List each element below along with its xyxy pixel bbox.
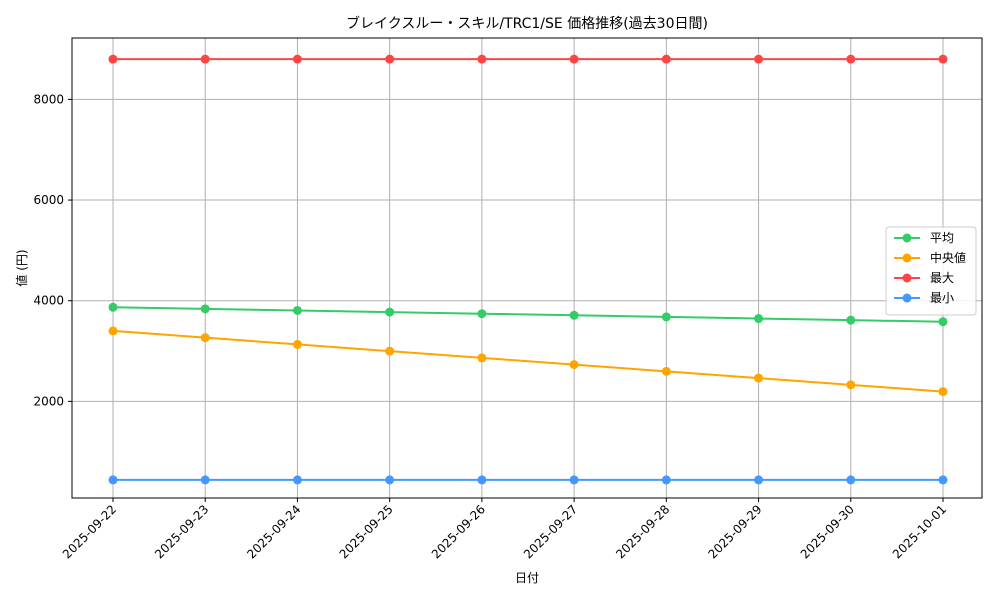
data-point [200,304,210,314]
legend-swatch-marker [902,253,912,263]
data-point [477,54,487,64]
chart-title: ブレイクスルー・スキル/TRC1/SE 価格推移(過去30日間) [346,15,708,32]
data-point [938,475,948,485]
data-point [108,326,118,336]
data-point [846,54,856,64]
data-point [569,475,579,485]
legend-label: 平均 [930,231,954,245]
data-point [108,475,118,485]
data-point [754,314,764,324]
data-point [569,360,579,370]
data-point [938,54,948,64]
data-point [477,475,487,485]
y-tick-label: 2000 [33,394,64,408]
series-layer [108,54,948,485]
y-tick-label: 4000 [33,294,64,308]
data-point [477,309,487,319]
series-line [112,306,944,323]
series-line [112,329,944,393]
data-point [385,54,395,64]
legend-label: 中央値 [930,250,966,265]
plot-area-frame [71,37,983,499]
data-point [938,387,948,397]
y-tick-label: 8000 [33,92,64,106]
series-0 [108,302,948,327]
data-point [569,54,579,64]
legend-item: 中央値 [894,250,966,265]
legend-swatch-marker [902,233,912,243]
data-point [754,475,764,485]
data-point [108,302,118,312]
data-point [292,54,302,64]
data-point [200,54,210,64]
data-point [938,317,948,327]
data-point [661,366,671,376]
data-point [754,54,764,64]
data-point [661,475,671,485]
legend-label: 最小 [930,291,954,305]
data-point [477,353,487,363]
data-point [661,54,671,64]
series-1 [108,326,948,397]
legend-swatch-marker [902,293,912,303]
data-point [200,333,210,343]
series-2 [108,54,948,64]
legend-item: 最小 [894,291,954,305]
legend-item: 平均 [894,231,954,245]
data-point [385,307,395,317]
legend-label: 最大 [930,271,954,285]
data-point [200,475,210,485]
data-point [661,312,671,322]
data-point [292,305,302,315]
y-tick-label: 6000 [33,193,64,207]
data-point [292,475,302,485]
data-point [569,310,579,320]
data-point [754,373,764,383]
data-point [108,54,118,64]
data-point [385,475,395,485]
y-axis-label: 値 (円) [14,249,29,286]
data-point [846,380,856,390]
data-point [292,339,302,349]
data-point [846,475,856,485]
legend-item: 最大 [894,271,954,285]
x-axis-label: 日付 [515,571,539,585]
data-point [385,346,395,356]
series-3 [108,475,948,485]
data-point [846,315,856,325]
legend-swatch-marker [902,273,912,283]
legend-box [885,226,977,316]
